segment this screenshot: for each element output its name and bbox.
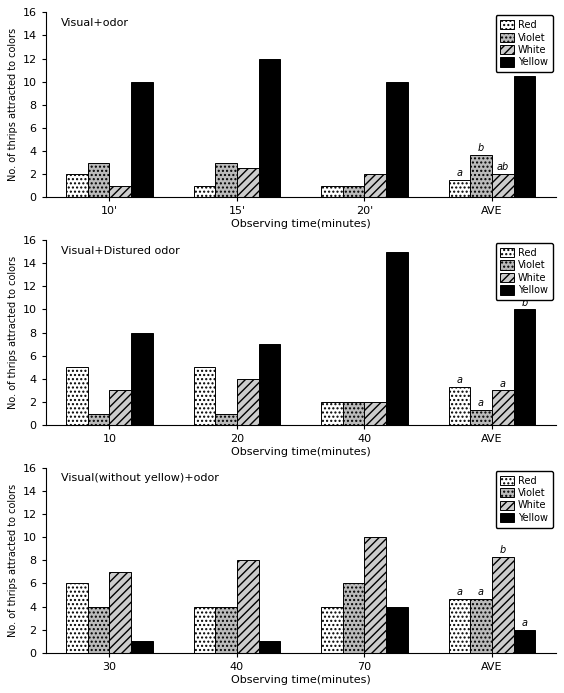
Bar — [386, 606, 408, 653]
Legend: Red, Violet, White, Yellow: Red, Violet, White, Yellow — [496, 243, 553, 300]
Bar — [258, 344, 280, 425]
Bar — [109, 390, 131, 425]
Text: a: a — [478, 398, 484, 408]
Bar — [321, 402, 343, 425]
Text: b: b — [500, 545, 506, 555]
Legend: Red, Violet, White, Yellow: Red, Violet, White, Yellow — [496, 15, 553, 72]
Bar — [258, 59, 280, 198]
Bar — [88, 163, 109, 198]
Bar — [364, 402, 386, 425]
Bar — [193, 606, 215, 653]
Bar — [131, 82, 153, 198]
Bar — [386, 82, 408, 198]
Bar — [131, 641, 153, 653]
Bar — [343, 402, 364, 425]
Text: a: a — [478, 587, 484, 597]
Bar — [514, 630, 535, 653]
Bar — [470, 410, 492, 425]
Bar — [448, 180, 470, 198]
Y-axis label: No. of thrips attracted to colors: No. of thrips attracted to colors — [8, 484, 19, 637]
Bar — [131, 333, 153, 425]
Bar — [386, 252, 408, 425]
Bar — [109, 186, 131, 198]
Text: a: a — [456, 168, 462, 178]
Bar — [215, 606, 237, 653]
Legend: Red, Violet, White, Yellow: Red, Violet, White, Yellow — [496, 471, 553, 528]
Text: Visual+odor: Visual+odor — [61, 18, 129, 28]
Text: a: a — [456, 587, 462, 597]
Bar — [343, 584, 364, 653]
Text: ab: ab — [497, 162, 509, 173]
Bar — [470, 599, 492, 653]
Bar — [193, 367, 215, 425]
Bar — [448, 387, 470, 425]
Bar — [343, 186, 364, 198]
Text: a: a — [522, 618, 527, 628]
Bar — [66, 584, 88, 653]
Bar — [321, 606, 343, 653]
Text: c: c — [522, 64, 527, 74]
Text: Visual+Distured odor: Visual+Distured odor — [61, 245, 180, 256]
Bar — [492, 174, 514, 198]
Text: a: a — [456, 375, 462, 385]
Bar — [514, 76, 535, 198]
Text: Visual(without yellow)+odor: Visual(without yellow)+odor — [61, 473, 219, 484]
Y-axis label: No. of thrips attracted to colors: No. of thrips attracted to colors — [8, 256, 19, 409]
Bar — [470, 155, 492, 198]
Bar — [364, 537, 386, 653]
Bar — [66, 174, 88, 198]
X-axis label: Observing time(minutes): Observing time(minutes) — [231, 219, 371, 229]
Text: b: b — [478, 143, 484, 153]
Bar — [193, 186, 215, 198]
Bar — [321, 186, 343, 198]
Bar — [215, 414, 237, 425]
Bar — [492, 390, 514, 425]
Text: a: a — [500, 378, 506, 389]
Bar — [88, 414, 109, 425]
Bar — [88, 606, 109, 653]
Bar — [237, 168, 258, 198]
Bar — [258, 641, 280, 653]
X-axis label: Observing time(minutes): Observing time(minutes) — [231, 447, 371, 457]
Bar — [109, 572, 131, 653]
Bar — [237, 379, 258, 425]
Bar — [364, 174, 386, 198]
Bar — [492, 557, 514, 653]
X-axis label: Observing time(minutes): Observing time(minutes) — [231, 675, 371, 685]
Text: b: b — [521, 298, 527, 308]
Bar — [66, 367, 88, 425]
Bar — [215, 163, 237, 198]
Y-axis label: No. of thrips attracted to colors: No. of thrips attracted to colors — [8, 28, 19, 182]
Bar — [237, 561, 258, 653]
Bar — [448, 599, 470, 653]
Bar — [514, 310, 535, 425]
